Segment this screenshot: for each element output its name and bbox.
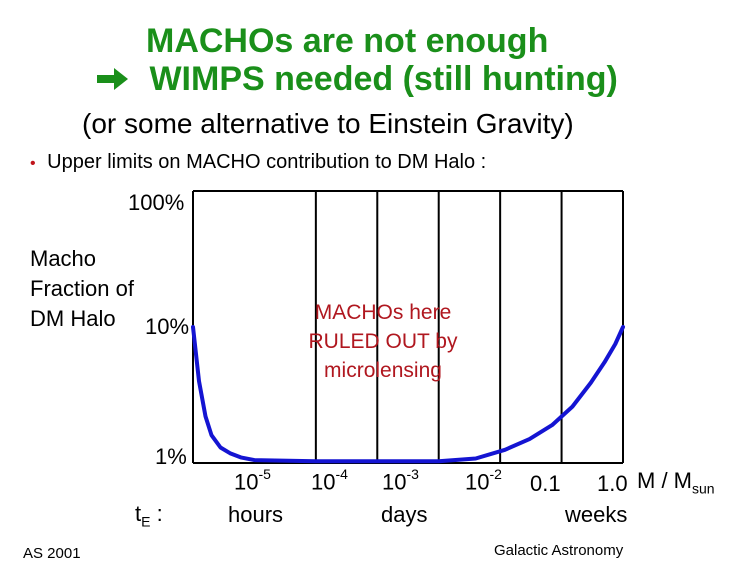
time-label-suffix: :	[150, 501, 163, 526]
x-tick-1e-5-exp: -5	[258, 466, 271, 482]
x-tick-1e-2-base: 10	[465, 469, 490, 495]
x-tick-1e-4: 10-4	[311, 466, 348, 495]
y-label-line3: DM Halo	[30, 306, 116, 331]
time-label-main: t	[135, 501, 142, 526]
x-axis-label: M / Msun	[637, 468, 715, 496]
x-tick-1-0-base: 1.0	[597, 471, 628, 496]
time-unit-hours: hours	[228, 502, 284, 527]
annotation-line3: microlensing	[324, 359, 442, 382]
chart-annotation: MACHOs here RULED OUT by microlensing	[309, 298, 458, 385]
bullet-text: Upper limits on MACHO contribution to DM…	[47, 151, 487, 173]
x-tick-1e-2-exp: -2	[489, 466, 502, 482]
bullet-dot-icon: •	[30, 155, 36, 172]
x-tick-1-0: 1.0	[597, 471, 628, 497]
annotation-line1: MACHOs here	[314, 301, 452, 324]
x-tick-1e-5: 10-5	[234, 466, 271, 495]
bullet-item: • Upper limits on MACHO contribution to …	[30, 151, 486, 174]
y-axis-label: Macho Fraction of DM Halo	[30, 244, 134, 334]
x-tick-1e-2: 10-2	[465, 466, 502, 495]
slide-title-line1: MACHOs are not enough	[146, 22, 549, 60]
x-tick-1e-5-base: 10	[234, 469, 259, 495]
exclusion-curve	[191, 325, 625, 464]
time-unit-days: days	[381, 502, 428, 527]
y-label-line2: Fraction of	[30, 276, 134, 301]
time-label-sub: E	[141, 513, 151, 530]
x-label-main: M / M	[637, 468, 692, 493]
slide-subtitle: (or some alternative to Einstein Gravity…	[82, 108, 574, 139]
title-line2-text: WIMPS needed (still hunting)	[149, 60, 618, 98]
y-tick-100: 100%	[128, 190, 185, 215]
y-label-line1: Macho	[30, 246, 97, 271]
x-tick-1e-3: 10-3	[382, 466, 419, 495]
x-label-sub: sun	[692, 480, 715, 497]
y-tick-1: 1%	[155, 444, 187, 469]
x-tick-0-1-base: 0.1	[530, 471, 561, 496]
time-unit-weeks: weeks	[565, 502, 628, 527]
footer-right: Galactic Astronomy	[494, 542, 624, 559]
y-tick-10: 10%	[145, 314, 190, 339]
annotation-line2: RULED OUT by	[308, 330, 458, 353]
x-tick-1e-4-base: 10	[311, 469, 336, 495]
x-tick-1e-3-exp: -3	[406, 466, 419, 482]
footer-left: AS 2001	[23, 545, 81, 562]
x-tick-1e-3-base: 10	[382, 469, 407, 495]
x-tick-0-1: 0.1	[530, 471, 561, 497]
x-tick-1e-4-exp: -4	[335, 466, 348, 482]
right-arrow-icon	[96, 60, 139, 98]
time-row-label: tE :	[135, 501, 163, 529]
slide-title-line2: WIMPS needed (still hunting)	[96, 60, 618, 98]
